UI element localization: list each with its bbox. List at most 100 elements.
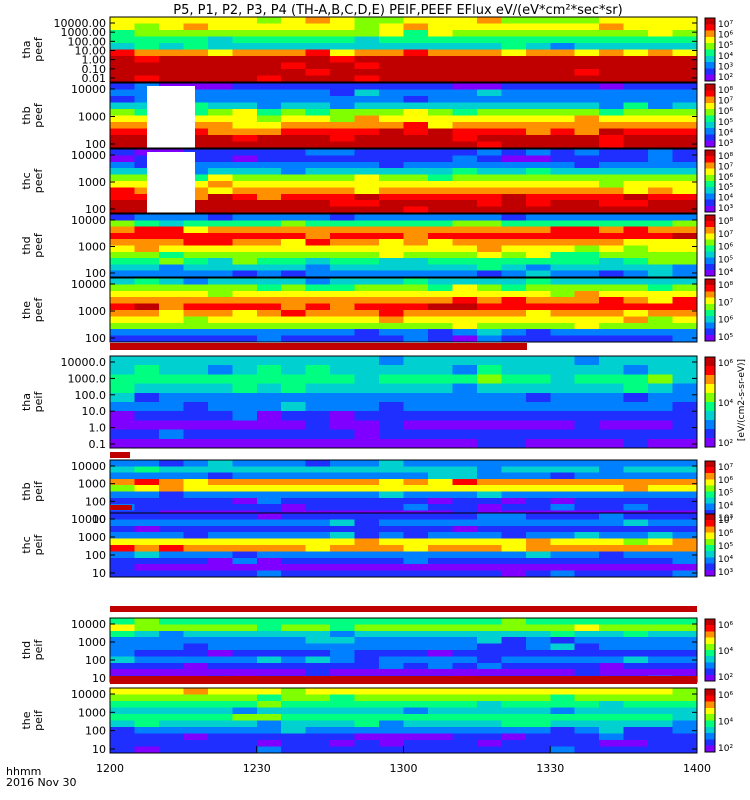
y-tick-label: 0.10 (82, 63, 107, 76)
panel-ylabel: peif (32, 480, 45, 502)
y-tick-label: 10000 (71, 513, 106, 526)
y-tick-label: 100.0 (75, 389, 107, 402)
y-tick-label: 1000 (78, 531, 106, 544)
colorbar-tick-label: 10⁴ (718, 647, 733, 657)
status-bar (110, 606, 697, 612)
panel-ylabel: tha (20, 393, 33, 411)
y-tick-label: 10 (92, 567, 106, 580)
colorbar-tick-label: 10⁵ (718, 118, 733, 128)
panel-ylabel: thb (20, 106, 33, 124)
panel-ylabel: peef (32, 168, 45, 194)
colorbar-tick-label: 10⁵ (718, 183, 733, 193)
colorbar-tick-label: 10³ (718, 204, 733, 214)
status-bar (110, 676, 697, 684)
y-tick-label: 1000 (78, 305, 106, 318)
panel-the-peif: 10000 1000 100 10 the peif 10⁶ 10⁴ 10² (20, 687, 733, 756)
panel-ylabel: thd (20, 641, 33, 659)
panel-ylabel: thc (20, 172, 33, 189)
colorbar-tick-label: 10² (718, 744, 733, 754)
colorbar-tick-label: 10⁵ (718, 489, 733, 499)
panel-ylabel: thd (20, 236, 33, 254)
panel-ylabel: thc (20, 536, 33, 553)
chart-title: P5, P1, P2, P3, P4 (TH-A,B,C,D,E) PEIF,P… (173, 3, 622, 18)
y-tick-label: 10000 (71, 149, 106, 162)
x-tick-label: 1200 (96, 762, 124, 775)
y-tick-label: 10 (92, 672, 106, 685)
panel-ylabel: peif (32, 709, 45, 731)
y-tick-label: 100 (85, 332, 106, 345)
panel-ylabel: peef (32, 297, 45, 323)
colorbar-tick-label: 10⁷ (718, 20, 733, 30)
colorbar-tick-label: 10⁶ (718, 316, 733, 326)
colorbar-tick-label: 10⁸ (718, 217, 733, 227)
panel-ylabel: tha (20, 40, 33, 58)
panel-ylabel: peef (32, 232, 45, 258)
colorbar-tick-label: 10⁴ (718, 501, 733, 511)
colorbar-tick-label: 10⁷ (718, 97, 733, 107)
colorbar-tick-label: 10⁴ (718, 718, 733, 728)
colorbar-tick-label: 10⁵ (718, 41, 733, 51)
y-tick-label: 10000 (71, 214, 106, 227)
y-tick-label: 1000 (78, 111, 106, 124)
y-tick-label: 10000.0 (61, 356, 107, 369)
y-tick-label: 1000 (78, 478, 106, 491)
y-tick-label: 100 (85, 267, 106, 280)
colorbar-tick-label: 10⁶ (718, 243, 733, 253)
colorbar-tick-label: 10⁵ (718, 255, 733, 265)
colorbar-tick-label: 10³ (718, 514, 733, 524)
y-tick-label: 100 (85, 203, 106, 216)
status-bar (110, 343, 527, 350)
colorbar-tick-label: 10⁶ (718, 173, 733, 183)
colorbar-tick-label: 10⁶ (718, 621, 733, 631)
panel-ylabel: peif (32, 639, 45, 661)
panel-tha-peif: 10000.0 1000.0 100.0 10.0 1.0 0.1 tha peif 10⁶ 10… (20, 355, 733, 451)
y-tick-label: 1000 (78, 706, 106, 719)
colorbar-tick-label: 10⁶ (718, 107, 733, 117)
y-tick-label: 1.0 (89, 422, 107, 435)
colorbar-tick-label: 10⁷ (718, 230, 733, 240)
y-tick-label: 1000 (78, 636, 106, 649)
panel-thd-peef: 10000 1000 100 thd peef 10⁸ 10⁷ 10⁶ 10⁵ 10⁴ (20, 213, 733, 280)
colorbar-tick-label: 10³ (718, 139, 733, 149)
panel-thd-peif: 10000 1000 100 10 thd peif 10⁶ 10⁴ 10² (20, 617, 733, 685)
y-tick-label: 100 (85, 549, 106, 562)
y-tick-label: 10000 (71, 83, 106, 96)
y-tick-label: 10.00 (75, 45, 107, 58)
panel-ylabel: peef (32, 102, 45, 128)
colorbar-tick-label: 10⁸ (718, 281, 733, 291)
colorbar-tick-label: 10⁵ (718, 542, 733, 552)
y-tick-label: 10000 (71, 618, 106, 631)
x-tick-label: 1230 (243, 762, 271, 775)
panel-ylabel: peef (32, 36, 45, 62)
y-tick-label: 100 (85, 654, 106, 667)
colorbar-tick-label: 10⁴ (718, 268, 733, 278)
y-tick-label: 10 (92, 513, 106, 526)
colorbar-tick-label: 10⁶ (718, 691, 733, 701)
colorbar-tick-label: 10⁷ (718, 516, 733, 526)
x-axis-footer: 2016 Nov 30 (6, 776, 76, 789)
colorbar-tick-label: 10⁴ (718, 128, 733, 138)
colorbar-tick-label: 10⁸ (718, 86, 733, 96)
colorbar-tick-label: 10⁷ (718, 463, 733, 473)
x-tick-label: 1400 (683, 762, 711, 775)
colorbar-tick-label: 10⁴ (718, 52, 733, 62)
y-tick-label: 1000 (78, 241, 106, 254)
panel-ylabel: the (20, 301, 33, 319)
y-tick-label: 1000.0 (68, 372, 107, 385)
y-tick-label: 0.01 (82, 72, 107, 85)
y-tick-label: 1000.00 (61, 26, 107, 39)
y-tick-label: 10000 (71, 688, 106, 701)
x-tick-label: 1300 (390, 762, 418, 775)
y-tick-label: 0.1 (89, 438, 107, 451)
panel-ylabel: peif (32, 534, 45, 556)
panel-ylabel: thb (20, 482, 33, 500)
y-tick-label: 1.00 (82, 54, 107, 67)
y-tick-label: 1000 (78, 176, 106, 189)
colorbar-tick-label: 10² (718, 673, 733, 683)
colorbar-tick-label: 10⁵ (718, 333, 733, 343)
y-tick-label: 10000.00 (54, 17, 107, 30)
panel-thc-peif: 10000 1000 100 10 thc peif 10⁷ 10⁶ 10⁵ 10⁴ 10³ (20, 512, 733, 580)
